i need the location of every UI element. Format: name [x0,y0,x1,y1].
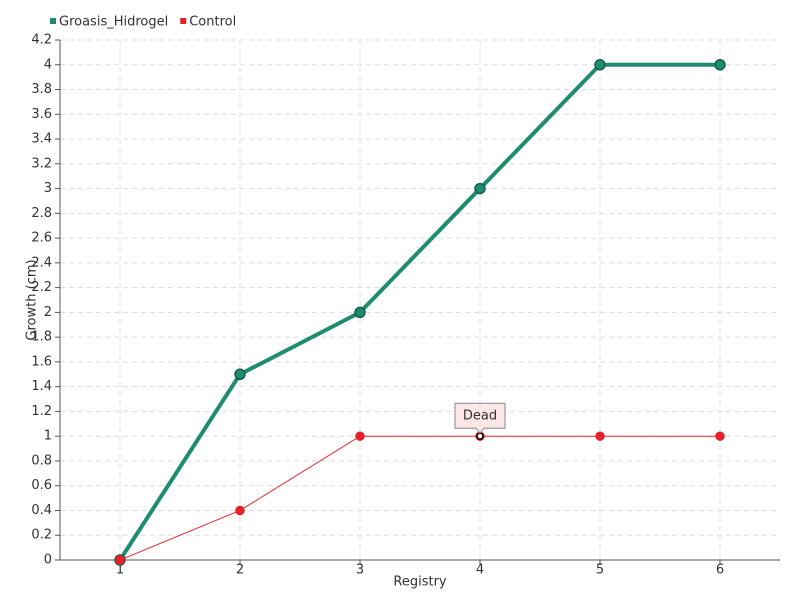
legend-label: Groasis_Hidrogel [59,15,168,30]
annotation-marker [476,432,484,440]
annotation-box [454,402,506,434]
y-tick-label: 1.4 [31,379,52,394]
data-point [234,368,246,381]
y-tick-label: 2.4 [31,255,52,270]
x-tick-label: 5 [596,563,604,578]
x-tick-label: 2 [236,563,244,578]
y-tick-label: 3.8 [31,82,52,97]
legend-swatch [50,18,56,24]
data-point [715,431,725,441]
y-tick-label: 3 [44,181,52,196]
y-tick-label: 2.2 [31,280,52,295]
data-point [474,182,486,195]
y-tick-label: 2.6 [31,231,52,246]
data-point [595,431,605,441]
y-tick-label: 0 [44,553,52,568]
data-point [115,555,125,565]
legend-swatch [180,18,187,24]
x-tick-label: 3 [356,563,364,578]
y-tick-label: 1.2 [31,404,52,419]
y-tick-label: 0.6 [31,478,52,493]
data-point [354,306,366,319]
x-tick-label: 6 [716,563,724,578]
data-point [714,59,726,71]
y-tick-label: 1.6 [31,354,52,369]
y-tick-label: 2 [44,305,52,320]
x-tick-label: 1 [116,563,124,578]
y-tick-label: 0.8 [31,453,52,468]
data-point [235,505,245,516]
y-tick-label: 4.2 [31,33,52,48]
series-line [119,435,720,561]
annotation-text: Dead [463,409,497,424]
y-tick-label: 2.8 [31,206,52,221]
y-tick-label: 4 [44,57,52,72]
data-point [355,431,365,441]
y-tick-label: 0.4 [31,503,52,518]
data-point [594,59,606,71]
y-axis-label: Growth (cm) [25,259,40,340]
y-tick-label: 0.2 [31,528,52,543]
series-line [118,62,720,562]
y-tick-label: 3.2 [31,156,52,171]
y-tick-label: 3.4 [31,132,52,147]
y-tick-label: 3.6 [31,107,52,122]
x-axis-label: Registry [393,575,447,590]
x-tick-label: 4 [476,563,484,578]
y-tick-label: 1.8 [31,330,52,345]
legend-label: Control [189,15,236,30]
y-tick-label: 1 [44,429,52,444]
